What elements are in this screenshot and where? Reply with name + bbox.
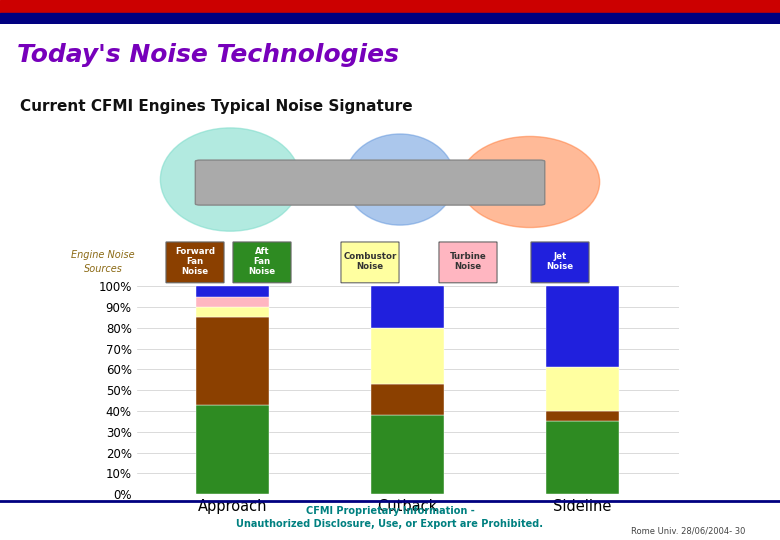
Text: Rome Univ. 28/06/2004- 30: Rome Univ. 28/06/2004- 30: [630, 526, 745, 536]
FancyBboxPatch shape: [166, 242, 224, 283]
Bar: [546, 411, 619, 421]
Text: CFMI Proprietary Information -
Unauthorized Disclosure, Use, or Export are Prohi: CFMI Proprietary Information - Unauthori…: [236, 506, 544, 529]
Bar: [196, 404, 269, 494]
Bar: [196, 307, 269, 318]
Bar: [370, 328, 445, 384]
Text: Engine Noise
Sources: Engine Noise Sources: [71, 251, 135, 273]
Bar: [370, 415, 445, 494]
Bar: [196, 296, 269, 307]
Bar: [370, 384, 445, 415]
Ellipse shape: [460, 137, 600, 227]
Bar: [196, 286, 269, 296]
Text: Turbine
Noise: Turbine Noise: [449, 252, 487, 272]
Text: Current CFMI Engines Typical Noise Signature: Current CFMI Engines Typical Noise Signa…: [20, 99, 412, 114]
Bar: [370, 286, 445, 328]
FancyBboxPatch shape: [531, 242, 589, 283]
Bar: [546, 286, 619, 367]
Text: Forward
Fan
Noise: Forward Fan Noise: [175, 247, 215, 276]
Text: Jet
Noise: Jet Noise: [547, 252, 573, 272]
Text: Today's Noise Technologies: Today's Noise Technologies: [17, 43, 399, 68]
FancyBboxPatch shape: [341, 242, 399, 283]
Bar: [546, 421, 619, 494]
Bar: [196, 318, 269, 404]
FancyBboxPatch shape: [195, 160, 544, 205]
Ellipse shape: [161, 128, 300, 231]
FancyBboxPatch shape: [439, 242, 497, 283]
Ellipse shape: [345, 134, 455, 225]
Bar: [546, 367, 619, 411]
FancyBboxPatch shape: [233, 242, 291, 283]
Bar: [0, 14, 780, 24]
Bar: [0, 0, 780, 14]
Text: Combustor
Noise: Combustor Noise: [343, 252, 397, 272]
Text: Aft
Fan
Noise: Aft Fan Noise: [249, 247, 275, 276]
